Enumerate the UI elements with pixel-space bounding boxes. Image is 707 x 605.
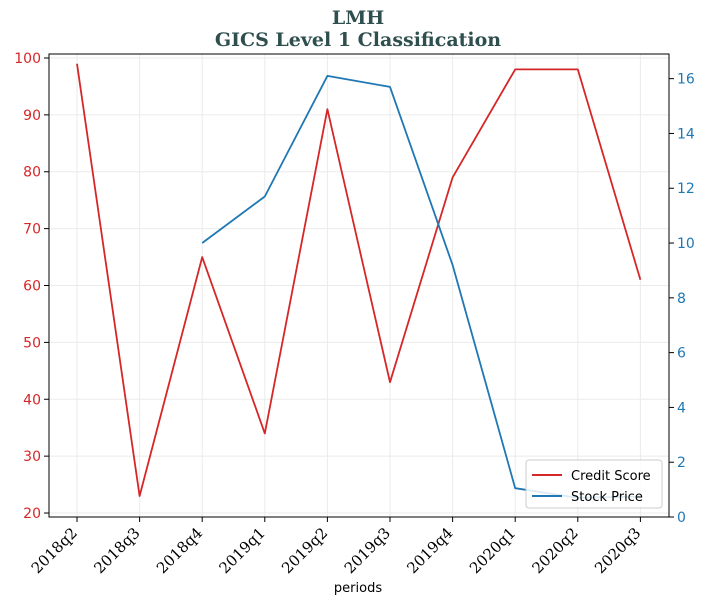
x-tick-label: 2020q2: [529, 524, 582, 577]
left-tick-label: 50: [23, 335, 41, 351]
x-tick-label: 2019q1: [216, 524, 269, 577]
x-axis: 2018q2 2018q3 2018q4 2019q1 2019q2 2019q3 2019…: [28, 517, 644, 577]
left-tick-label: 60: [23, 279, 41, 295]
right-tick-label: 6: [677, 346, 686, 362]
right-y-axis: 0 2 4 6 8 10 12 14 16: [669, 72, 695, 526]
left-tick-label: 90: [23, 108, 41, 124]
right-tick-label: 2: [677, 455, 686, 471]
legend-label-stock-price: Stock Price: [571, 490, 643, 505]
series-line-stock-price: [201, 75, 641, 499]
chart-subtitle: GICS Level 1 Classification: [215, 29, 501, 51]
left-tick-label: 70: [23, 222, 41, 238]
left-tick-label: 40: [23, 392, 41, 408]
right-tick-label: 16: [677, 72, 695, 88]
left-y-axis: 20 30 40 50 60 70 80 90 100: [14, 51, 49, 522]
x-tick-label: 2018q2: [28, 524, 81, 577]
x-tick-label: 2018q4: [153, 524, 206, 577]
right-tick-label: 4: [677, 400, 686, 416]
right-tick-label: 8: [677, 291, 686, 307]
left-tick-label: 80: [23, 165, 41, 181]
right-tick-label: 0: [677, 510, 686, 526]
series-layer: [76, 63, 642, 499]
legend-label-credit-score: Credit Score: [571, 469, 651, 484]
left-tick-label: 100: [14, 51, 41, 67]
series-line-credit-score: [76, 63, 642, 497]
x-axis-label: periods: [334, 581, 382, 596]
x-tick-label: 2019q3: [341, 524, 394, 577]
right-tick-label: 12: [677, 181, 695, 197]
x-tick-label: 2020q3: [591, 524, 644, 577]
x-tick-label: 2020q1: [466, 524, 519, 577]
right-tick-label: 10: [677, 236, 695, 252]
x-tick-label: 2019q4: [403, 524, 456, 577]
legend: Credit Score Stock Price: [525, 459, 663, 509]
right-tick-label: 14: [677, 126, 695, 142]
x-tick-label: 2018q3: [90, 524, 143, 577]
left-tick-label: 30: [23, 449, 41, 465]
chart-title: LMH: [332, 7, 384, 29]
left-tick-label: 20: [23, 506, 41, 522]
grid-lines: [49, 54, 669, 517]
x-tick-label: 2019q2: [278, 524, 331, 577]
